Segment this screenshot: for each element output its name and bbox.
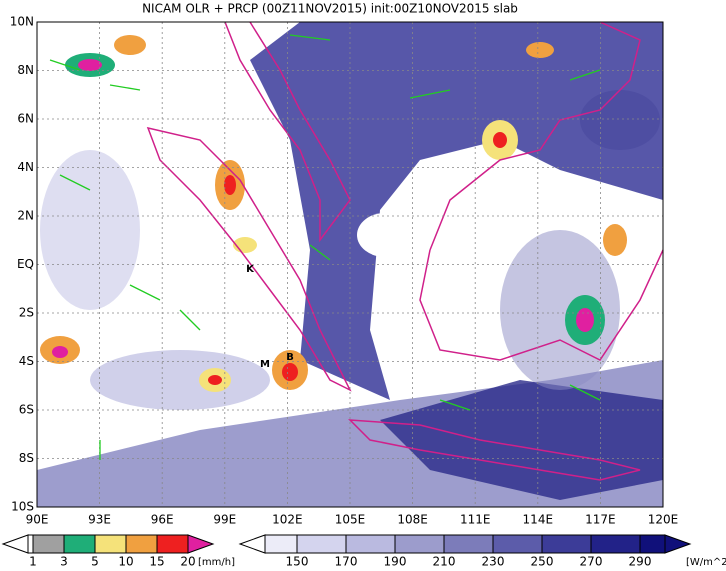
legend-box xyxy=(125,534,158,554)
legend-box xyxy=(156,534,189,554)
lon-label: 99E xyxy=(213,513,236,527)
station-marker: B xyxy=(286,352,294,363)
legend-box xyxy=(32,534,65,554)
lon-label: 111E xyxy=(460,513,491,527)
lat-label: 2S xyxy=(19,306,34,320)
legend-box xyxy=(27,534,34,554)
legend-label: 190 xyxy=(384,555,407,569)
legend-label: 3 xyxy=(60,555,68,569)
legend-box xyxy=(541,534,592,554)
legend-box xyxy=(443,534,494,554)
lat-label: 6N xyxy=(17,112,34,126)
lon-label: 90E xyxy=(26,513,49,527)
legend-box xyxy=(345,534,396,554)
lat-label: 10S xyxy=(11,500,34,514)
lon-label: 117E xyxy=(585,513,616,527)
legend-label: 5 xyxy=(91,555,99,569)
legend-label: 270 xyxy=(580,555,603,569)
legend-label: 210 xyxy=(433,555,456,569)
map-frame xyxy=(36,21,664,508)
legend-label: 20 xyxy=(180,555,195,569)
grid xyxy=(37,22,663,507)
lon-label: 114E xyxy=(523,513,554,527)
legend-label: 1 xyxy=(29,555,37,569)
lat-label: 8N xyxy=(17,63,34,77)
lat-label: 2N xyxy=(17,209,34,223)
lon-label: 120E xyxy=(648,513,679,527)
station-marker: M xyxy=(260,359,270,370)
legend-arrow xyxy=(1,534,29,554)
olr-field xyxy=(37,22,663,507)
legend-arrow xyxy=(238,534,266,554)
lat-label: 8S xyxy=(19,451,34,465)
legend-box xyxy=(590,534,641,554)
lon-label: 108E xyxy=(397,513,428,527)
lat-label: 4S xyxy=(19,354,34,368)
legend-label: 170 xyxy=(335,555,358,569)
legend-box xyxy=(492,534,543,554)
legend-box xyxy=(264,534,298,554)
legend-label: 10 xyxy=(118,555,133,569)
map-title: NICAM OLR + PRCP (00Z11NOV2015) init:00Z… xyxy=(142,2,518,16)
lat-label: 10N xyxy=(10,15,34,29)
lat-label: 6S xyxy=(19,403,34,417)
lon-label: 96E xyxy=(151,513,174,527)
lat-label: EQ xyxy=(17,257,34,271)
legend-unit: [W/m^2] xyxy=(686,557,726,568)
legend-box xyxy=(296,534,347,554)
legend-label: 15 xyxy=(149,555,164,569)
legend-label: 250 xyxy=(531,555,554,569)
legend-box xyxy=(94,534,127,554)
coastlines xyxy=(146,21,664,481)
lon-label: 102E xyxy=(272,513,303,527)
station-marker: K xyxy=(246,264,255,275)
legend-box xyxy=(639,534,666,554)
lat-label: 4N xyxy=(17,160,34,174)
lon-label: 93E xyxy=(88,513,111,527)
legend-unit: [mm/h] xyxy=(198,557,235,568)
legend-box xyxy=(63,534,96,554)
legends: 1 3 5 10 15 20 [mm/h] 150 170 190 210 230 250 270 290 [… xyxy=(1,534,726,569)
lon-label: 105E xyxy=(335,513,366,527)
legend-arrow xyxy=(664,534,692,554)
legend-arrow xyxy=(187,534,215,554)
wind-vectors xyxy=(49,34,601,460)
legend-label: 230 xyxy=(482,555,505,569)
legend-label: 290 xyxy=(629,555,652,569)
legend-box xyxy=(394,534,445,554)
legend-label: 150 xyxy=(286,555,309,569)
